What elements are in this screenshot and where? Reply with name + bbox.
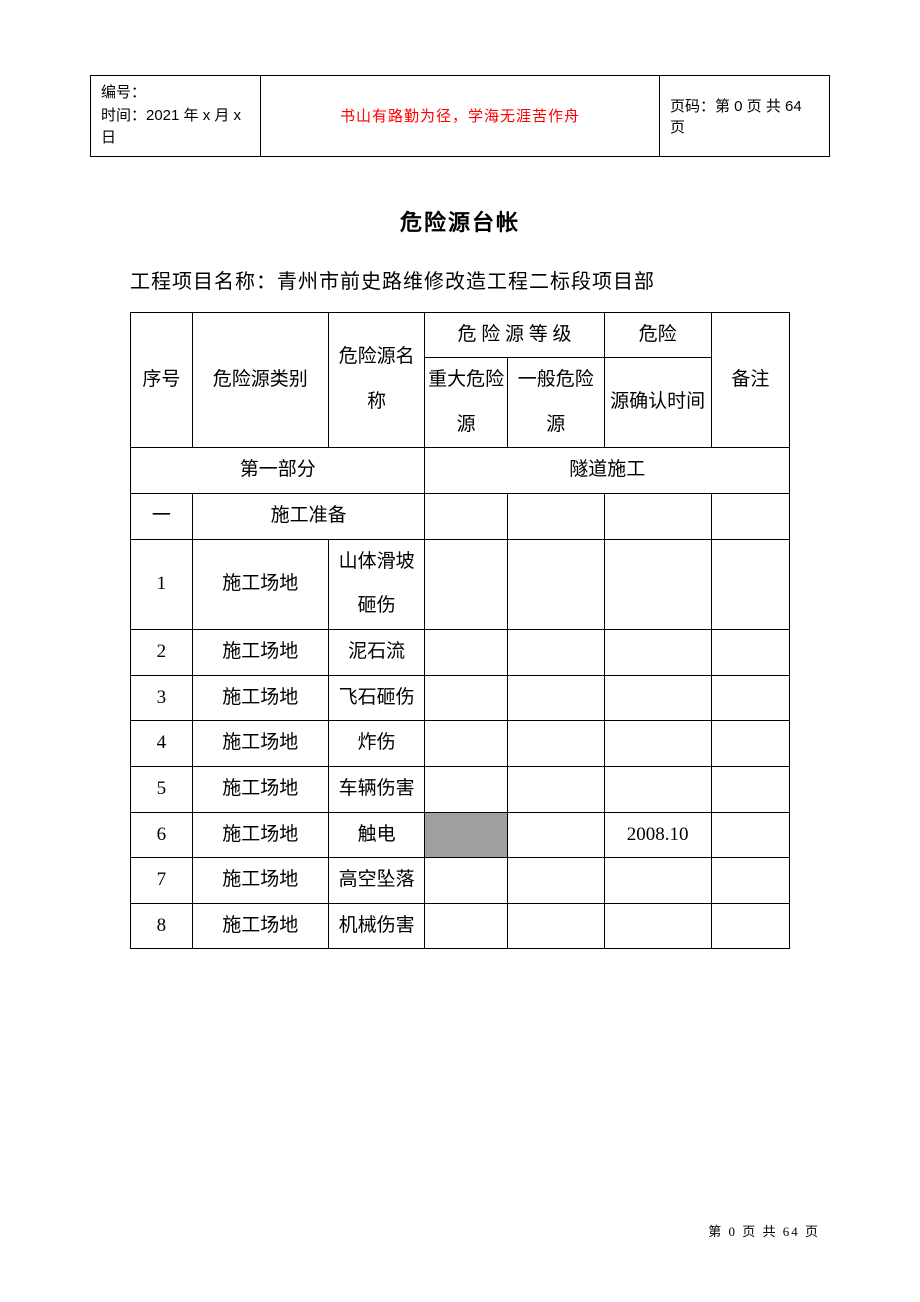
row-minor [507, 675, 604, 721]
table-row: 5 施工场地 车辆伤害 [131, 766, 790, 812]
col-major: 重大危险源 [425, 358, 507, 448]
table-row: 1 施工场地 山体滑坡砸伤 [131, 539, 790, 629]
row-cat: 施工场地 [192, 539, 328, 629]
empty-cell [507, 494, 604, 540]
subsection-no: 一 [131, 494, 193, 540]
row-minor [507, 721, 604, 767]
hazard-table: 序号 危险源类别 危险源名称 危 险 源 等 级 危险 备注 重大危险源 一般危… [130, 312, 790, 950]
row-note [711, 903, 789, 949]
row-minor [507, 539, 604, 629]
row-minor [507, 858, 604, 904]
row-note [711, 858, 789, 904]
row-no: 8 [131, 903, 193, 949]
col-seq: 序号 [131, 312, 193, 448]
row-note [711, 721, 789, 767]
col-time: 源确认时间 [604, 358, 711, 448]
row-time [604, 721, 711, 767]
row-no: 1 [131, 539, 193, 629]
row-time [604, 858, 711, 904]
col-time-group: 危险 [604, 312, 711, 358]
row-minor [507, 629, 604, 675]
row-minor [507, 812, 604, 858]
row-note [711, 629, 789, 675]
row-major [425, 766, 507, 812]
row-cat: 施工场地 [192, 812, 328, 858]
date-label: 时间：2021 年 x 月 x 日 [101, 105, 250, 150]
header-box: 编号： 时间：2021 年 x 月 x 日 书山有路勤为径，学海无涯苦作舟 页码… [90, 75, 830, 157]
row-cat: 施工场地 [192, 629, 328, 675]
table-row: 8 施工场地 机械伤害 [131, 903, 790, 949]
header-banner: 书山有路勤为径，学海无涯苦作舟 [261, 76, 660, 157]
row-no: 5 [131, 766, 193, 812]
row-major-shaded [425, 812, 507, 858]
row-time [604, 675, 711, 721]
table-row: 6 施工场地 触电 2008.10 [131, 812, 790, 858]
row-name: 飞石砸伤 [328, 675, 425, 721]
page-title: 危险源台帐 [90, 205, 830, 237]
row-name: 机械伤害 [328, 903, 425, 949]
row-name: 高空坠落 [328, 858, 425, 904]
row-minor [507, 903, 604, 949]
row-major [425, 629, 507, 675]
row-minor [507, 766, 604, 812]
row-major [425, 858, 507, 904]
row-major [425, 721, 507, 767]
table-row: 2 施工场地 泥石流 [131, 629, 790, 675]
header-page-label: 页码：第 0 页 共 64 页 [660, 76, 830, 157]
row-note [711, 675, 789, 721]
row-no: 4 [131, 721, 193, 767]
row-name: 触电 [328, 812, 425, 858]
col-note: 备注 [711, 312, 789, 448]
row-name: 炸伤 [328, 721, 425, 767]
row-time [604, 903, 711, 949]
row-time [604, 629, 711, 675]
row-major [425, 539, 507, 629]
col-name: 危险源名称 [328, 312, 425, 448]
table-row: 7 施工场地 高空坠落 [131, 858, 790, 904]
table-row: 4 施工场地 炸伤 [131, 721, 790, 767]
project-line: 工程项目名称：青州市前史路维修改造工程二标段项目部 [130, 265, 830, 294]
row-name: 泥石流 [328, 629, 425, 675]
row-no: 3 [131, 675, 193, 721]
row-cat: 施工场地 [192, 766, 328, 812]
col-level-group: 危 险 源 等 级 [425, 312, 604, 358]
col-category: 危险源类别 [192, 312, 328, 448]
row-time: 2008.10 [604, 812, 711, 858]
row-major [425, 675, 507, 721]
col-minor: 一般危险源 [507, 358, 604, 448]
row-no: 2 [131, 629, 193, 675]
row-cat: 施工场地 [192, 858, 328, 904]
row-cat: 施工场地 [192, 903, 328, 949]
section-part1-right: 隧道施工 [425, 448, 790, 494]
subsection-label: 施工准备 [192, 494, 425, 540]
row-name: 车辆伤害 [328, 766, 425, 812]
row-time [604, 539, 711, 629]
empty-cell [711, 494, 789, 540]
footer-page-number: 第 0 页 共 64 页 [708, 1221, 820, 1240]
row-note [711, 766, 789, 812]
row-name: 山体滑坡砸伤 [328, 539, 425, 629]
row-cat: 施工场地 [192, 721, 328, 767]
empty-cell [425, 494, 507, 540]
row-no: 6 [131, 812, 193, 858]
row-note [711, 812, 789, 858]
row-cat: 施工场地 [192, 675, 328, 721]
doc-no-label: 编号： [101, 82, 250, 105]
header-left: 编号： 时间：2021 年 x 月 x 日 [91, 76, 261, 157]
row-no: 7 [131, 858, 193, 904]
row-major [425, 903, 507, 949]
empty-cell [604, 494, 711, 540]
table-row: 3 施工场地 飞石砸伤 [131, 675, 790, 721]
row-time [604, 766, 711, 812]
section-part1-left: 第一部分 [131, 448, 425, 494]
row-note [711, 539, 789, 629]
